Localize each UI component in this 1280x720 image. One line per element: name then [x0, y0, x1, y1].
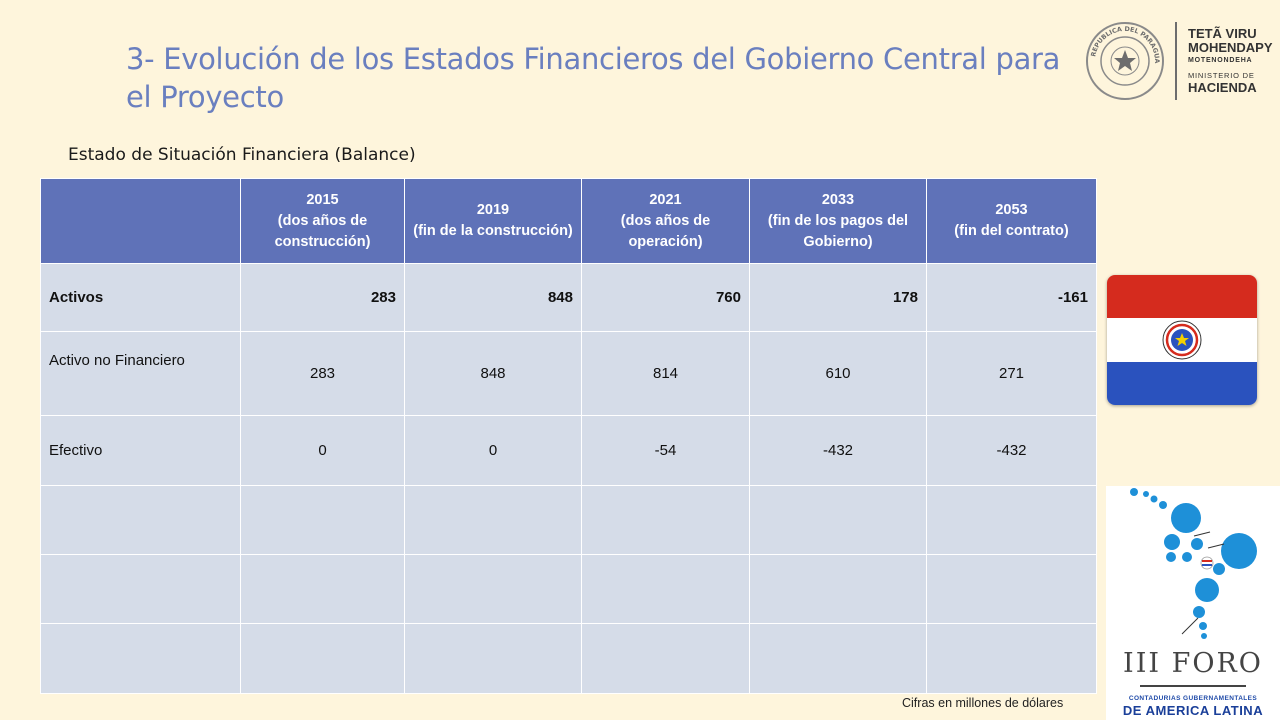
table-cell: 848 — [404, 331, 582, 416]
table-cell: -432 — [749, 415, 927, 486]
foro-subtitle-1: CONTADURIAS GUBERNAMENTALES — [1128, 695, 1258, 702]
table-cell: 760 — [581, 263, 750, 332]
table-cell: 283 — [240, 263, 405, 332]
flag-emblem-icon — [1162, 320, 1202, 360]
table-cell: 283 — [240, 331, 405, 416]
table-cell: 0 — [404, 415, 582, 486]
foro-title: III FORO — [1123, 648, 1263, 679]
table-cell: 0 — [240, 415, 405, 486]
table-cell: 178 — [749, 263, 927, 332]
table-cell: 848 — [404, 263, 582, 332]
logo-line-4: MINISTERIO DE — [1188, 71, 1255, 80]
header-col-2021: 2021 (dos años de operación) — [581, 178, 750, 264]
header-col-2019: 2019 (fin de la construcción) — [404, 178, 582, 264]
table-cell: -432 — [926, 415, 1097, 486]
row-label: Efectivo — [40, 415, 241, 486]
paraguay-flag-icon — [1107, 275, 1257, 405]
foro-divider — [1140, 685, 1246, 687]
logo-line-5: HACIENDA — [1188, 80, 1257, 95]
table-row-activos: Activos 283 848 760 178 -161 — [40, 263, 1097, 332]
foro-logo: III FORO CONTADURIAS GUBERNAMENTALES DE … — [1106, 486, 1280, 720]
table-subtitle: Estado de Situación Financiera (Balance) — [68, 145, 416, 165]
table-cell: 271 — [926, 331, 1097, 416]
header-col-2015: 2015 (dos años de construcción) — [240, 178, 405, 264]
footnote: Cifras en millones de dólares — [902, 696, 1064, 710]
table-cell: 814 — [581, 331, 750, 416]
table-cell: -161 — [926, 263, 1097, 332]
table-cell: 610 — [749, 331, 927, 416]
table-row-empty — [40, 554, 1097, 624]
table-row-activo-no-financiero: Activo no Financiero 283 848 814 610 271 — [40, 331, 1097, 416]
table-cell: -54 — [581, 415, 750, 486]
logo-divider — [1175, 22, 1177, 100]
table-header-row: 2015 (dos años de construcción) 2019 (fin … — [40, 178, 1097, 264]
header-col-2033: 2033 (fin de los pagos del Gobierno) — [749, 178, 927, 264]
page-title: 3- Evolución de los Estados Financieros … — [126, 42, 1061, 114]
table-row-empty — [40, 485, 1097, 555]
ministry-logo: REPUBLICA DEL PARAGUAY TETÃ VIRU MOHENDA… — [1081, 14, 1280, 104]
header-empty-cell — [40, 178, 241, 264]
table-row-empty — [40, 623, 1097, 694]
foro-subtitle-2: DE AMERICA LATINA — [1122, 703, 1264, 718]
logo-line-2: MOHENDAPY — [1188, 40, 1273, 55]
logo-line-3: MOTENONDEHA — [1188, 57, 1253, 64]
row-label: Activo no Financiero — [40, 331, 241, 416]
row-label: Activos — [40, 263, 241, 332]
table-row-efectivo: Efectivo 0 0 -54 -432 -432 — [40, 415, 1097, 486]
national-seal-icon: REPUBLICA DEL PARAGUAY — [1081, 14, 1164, 100]
financial-position-table: 2015 (dos años de construcción) 2019 (fin … — [40, 178, 1097, 694]
logo-line-1: TETÃ VIRU — [1188, 26, 1257, 41]
latin-america-dots-icon — [1130, 488, 1257, 639]
header-col-2053: 2053 (fin del contrato) — [926, 178, 1097, 264]
